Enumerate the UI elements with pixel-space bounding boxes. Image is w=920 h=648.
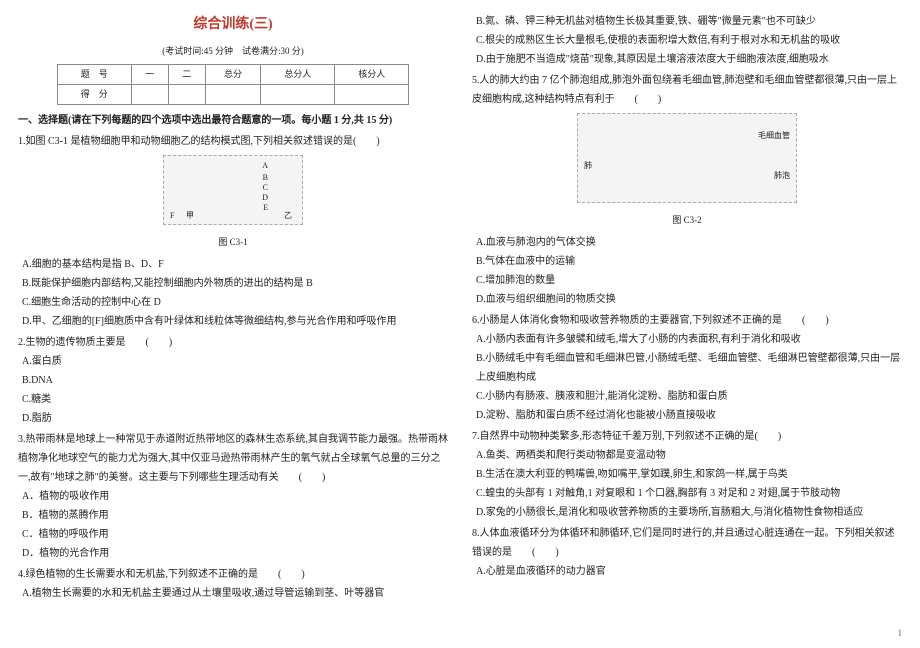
option: B.DNA bbox=[22, 371, 448, 390]
question-stem: 6.小肠是人体消化食物和吸收营养物质的主要器官,下列叙述不正确的是 ( ) bbox=[472, 311, 902, 330]
option: A．植物的吸收作用 bbox=[22, 487, 448, 506]
fig-label: 肺泡 bbox=[774, 168, 790, 183]
option: A.蛋白质 bbox=[22, 352, 448, 371]
doc-subtitle: (考试时间:45 分钟 试卷满分:30 分) bbox=[18, 43, 448, 60]
figure-image-placeholder: 肺 毛细血管 肺泡 bbox=[577, 113, 797, 203]
doc-title: 综合训练(三) bbox=[18, 12, 448, 39]
table-cell: 总分 bbox=[205, 64, 261, 84]
question-stem: 5.人的肺大约由 7 亿个肺泡组成,肺泡外面包绕着毛细血管,肺泡壁和毛细血管壁都… bbox=[472, 71, 902, 109]
page-number: 1 bbox=[898, 625, 903, 642]
question-stem: 1.如图 C3-1 是植物细胞甲和动物细胞乙的结构模式图,下列相关叙述错误的是(… bbox=[18, 132, 448, 151]
table-cell bbox=[261, 84, 335, 104]
option: D.家兔的小肠很长,是消化和吸收营养物质的主要场所,盲肠粗大,与消化植物性食物相… bbox=[476, 503, 902, 522]
option: B.生活在澳大利亚的鸭嘴兽,吻如嘴平,掌如蹼,卵生,和家鸽一样,属于鸟类 bbox=[476, 465, 902, 484]
fig-label: 毛细血管 bbox=[758, 128, 790, 143]
table-cell: 核分人 bbox=[335, 64, 409, 84]
option: B.气体在血液中的运输 bbox=[476, 252, 902, 271]
table-cell: 题 号 bbox=[57, 64, 131, 84]
figure-caption: 图 C3-1 bbox=[18, 234, 448, 251]
option: A.细胞的基本结构是指 B、D、F bbox=[22, 255, 448, 274]
option: B.氮、磷、钾三种无机盐对植物生长极其重要,铁、硼等"微量元素"也不可缺少 bbox=[476, 12, 902, 31]
option: C.小肠内有肠液、胰液和胆汁,能消化淀粉、脂肪和蛋白质 bbox=[476, 387, 902, 406]
option: D.淀粉、脂肪和蛋白质不经过消化也能被小肠直接吸收 bbox=[476, 406, 902, 425]
figure-1: A B C D E F 甲 乙 图 C3-1 bbox=[18, 155, 448, 251]
option: B.小肠绒毛中有毛细血管和毛细淋巴管,小肠绒毛壁、毛细血管壁、毛细淋巴管壁都很薄… bbox=[476, 349, 902, 387]
option: B.既能保护细胞内部结构,又能控制细胞内外物质的进出的结构是 B bbox=[22, 274, 448, 293]
fig-label: E bbox=[263, 200, 268, 215]
table-cell bbox=[205, 84, 261, 104]
table-cell: 得 分 bbox=[57, 84, 131, 104]
table-cell bbox=[335, 84, 409, 104]
fig-label: 乙 bbox=[284, 208, 292, 223]
option: C．植物的呼吸作用 bbox=[22, 525, 448, 544]
question-stem: 2.生物的遗传物质主要是 ( ) bbox=[18, 333, 448, 352]
option: C.细胞生命活动的控制中心在 D bbox=[22, 293, 448, 312]
section-heading: 一、选择题(请在下列每题的四个选项中选出最符合题意的一项。每小题 1 分,共 1… bbox=[18, 111, 448, 130]
option: A.鱼类、两栖类和爬行类动物都是变温动物 bbox=[476, 446, 902, 465]
table-cell bbox=[131, 84, 168, 104]
table-cell: 总分人 bbox=[261, 64, 335, 84]
option: D.血液与组织细胞间的物质交换 bbox=[476, 290, 902, 309]
question-stem: 8.人体血液循环分为体循环和肺循环,它们是同时进行的,并且通过心脏连通在一起。下… bbox=[472, 524, 902, 562]
option: D.脂肪 bbox=[22, 409, 448, 428]
option: B．植物的蒸腾作用 bbox=[22, 506, 448, 525]
question-stem: 7.自然界中动物种类繁多,形态特征千差万别,下列叙述不正确的是( ) bbox=[472, 427, 902, 446]
question-stem: 4.绿色植物的生长需要水和无机盐,下列叙述不正确的是 ( ) bbox=[18, 565, 448, 584]
fig-label: 甲 bbox=[186, 208, 194, 223]
option: D．植物的光合作用 bbox=[22, 544, 448, 563]
figure-2: 肺 毛细血管 肺泡 图 C3-2 bbox=[472, 113, 902, 229]
option: C.蝗虫的头部有 1 对触角,1 对复眼和 1 个口器,胸部有 3 对足和 2 … bbox=[476, 484, 902, 503]
option: C.根尖的成熟区生长大量根毛,使根的表面积增大数倍,有利于根对水和无机盐的吸收 bbox=[476, 31, 902, 50]
option: D.甲、乙细胞的[F]细胞质中含有叶绿体和线粒体等微细结构,参与光合作用和呼吸作… bbox=[22, 312, 448, 331]
figure-image-placeholder: A B C D E F 甲 乙 bbox=[163, 155, 303, 225]
score-table: 题 号 一 二 总分 总分人 核分人 得 分 bbox=[57, 64, 410, 105]
table-cell: 一 bbox=[131, 64, 168, 84]
option: A.心脏是血液循环的动力器官 bbox=[476, 562, 902, 581]
table-cell bbox=[168, 84, 205, 104]
question-stem: 3.热带雨林是地球上一种常见于赤道附近热带地区的森林生态系统,其自我调节能力最强… bbox=[18, 430, 448, 487]
option: A.血液与肺泡内的气体交换 bbox=[476, 233, 902, 252]
fig-label: 肺 bbox=[584, 158, 592, 173]
option: A.小肠内表面有许多皱襞和绒毛,增大了小肠的内表面积,有利于消化和吸收 bbox=[476, 330, 902, 349]
figure-caption: 图 C3-2 bbox=[472, 212, 902, 229]
option: C.增加肺泡的数量 bbox=[476, 271, 902, 290]
option: C.糖类 bbox=[22, 390, 448, 409]
fig-label: F bbox=[170, 208, 174, 223]
option: A.植物生长需要的水和无机盐主要通过从土壤里吸收,通过导管运输到茎、叶等器官 bbox=[22, 584, 448, 603]
table-cell: 二 bbox=[168, 64, 205, 84]
option: D.由于施肥不当造成"烧苗"现象,其原因是土壤溶液浓度大于细胞液浓度,细胞吸水 bbox=[476, 50, 902, 69]
